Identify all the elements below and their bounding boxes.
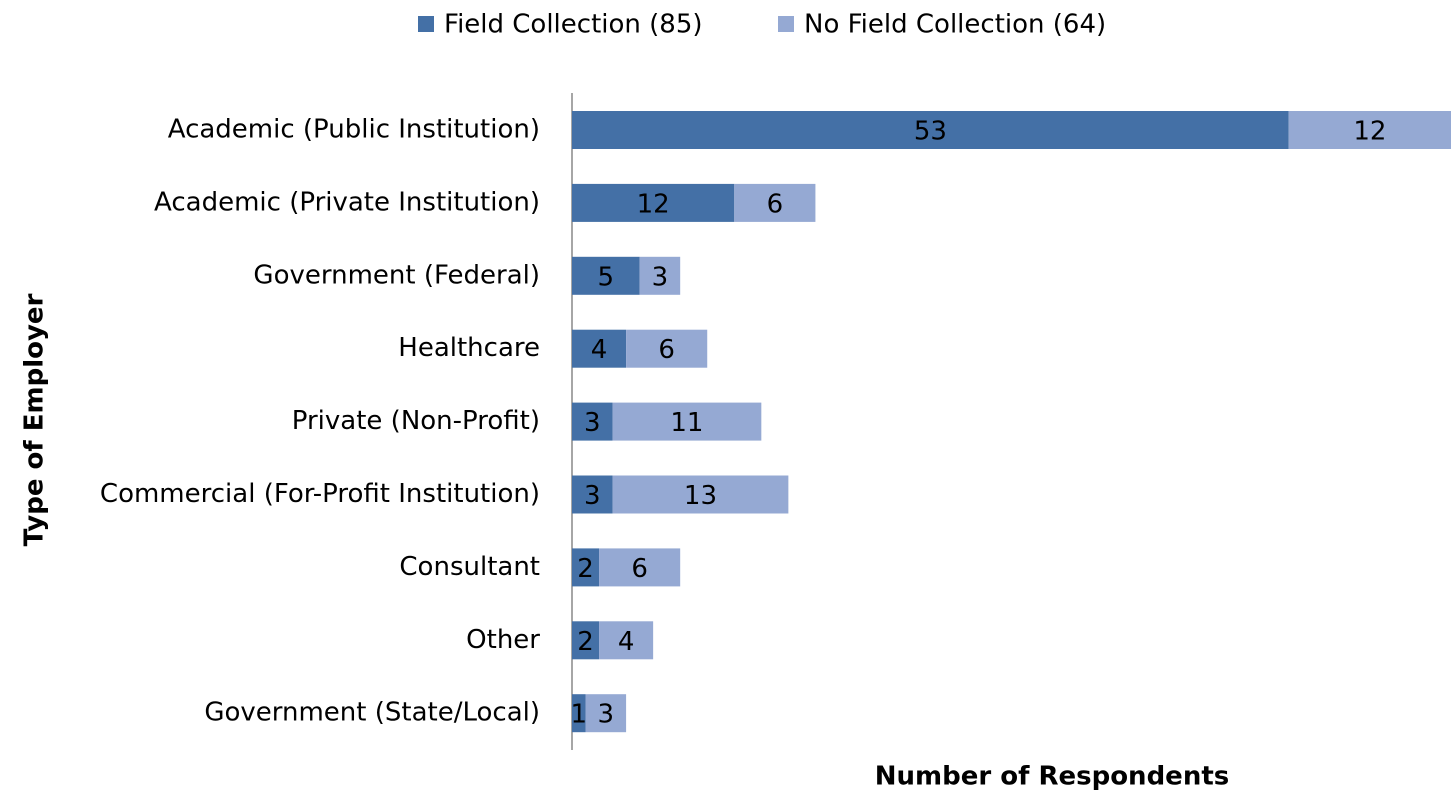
data-label: 53 [914,117,947,147]
data-label: 5 [598,262,615,292]
bar-segment [1288,111,1451,149]
data-label: 2 [577,627,594,657]
bar-segment [639,256,681,295]
y-tick-label: Academic (Public Institution) [168,115,540,145]
y-tick-label: Commercial (For-Profit Institution) [100,479,540,509]
data-label: 3 [598,700,615,730]
y-tick-label: Consultant [399,552,540,582]
bar-segment [572,183,735,222]
data-label: 3 [652,262,669,292]
y-axis-title: Type of Employer [20,293,50,546]
data-label: 1 [570,700,587,730]
legend-swatch [418,16,434,32]
bar-segment [572,694,586,733]
bar-segment [599,548,681,587]
y-tick-label: Government (State/Local) [204,698,540,728]
bar-segment [572,111,1289,149]
data-label: 6 [631,554,648,584]
bar-segment [572,329,627,368]
bar-segment [626,329,708,368]
data-label: 6 [658,335,675,365]
data-label: 4 [591,335,608,365]
y-tick-label: Other [466,625,540,655]
data-label: 12 [637,189,670,219]
legend-label: No Field Collection (64) [804,10,1106,40]
data-label: 11 [670,408,703,438]
data-label: 12 [1353,117,1386,147]
bar-segment [585,694,627,733]
legend-swatch [778,16,794,32]
bar-segment [612,475,789,514]
data-label: 3 [584,481,601,511]
y-tick-label: Government (Federal) [253,260,540,290]
data-label: 6 [767,189,784,219]
y-tick-label: Academic (Private Institution) [154,187,540,217]
bar-segment [572,475,613,514]
bar-segment [612,402,762,441]
data-label: 13 [684,481,717,511]
bar-segment [599,621,654,660]
y-tick-label: Private (Non-Profit) [292,406,540,436]
x-axis-title: Number of Respondents [875,762,1229,792]
legend-label: Field Collection (85) [444,10,703,40]
bar-segment [572,621,600,660]
bar-segment [572,256,640,295]
data-label: 4 [618,627,635,657]
bar-segment [734,183,816,222]
data-label: 2 [577,554,594,584]
y-tick-label: Healthcare [398,333,540,363]
data-label: 3 [584,408,601,438]
bar-segment [572,402,613,441]
bar-segment [572,548,600,587]
